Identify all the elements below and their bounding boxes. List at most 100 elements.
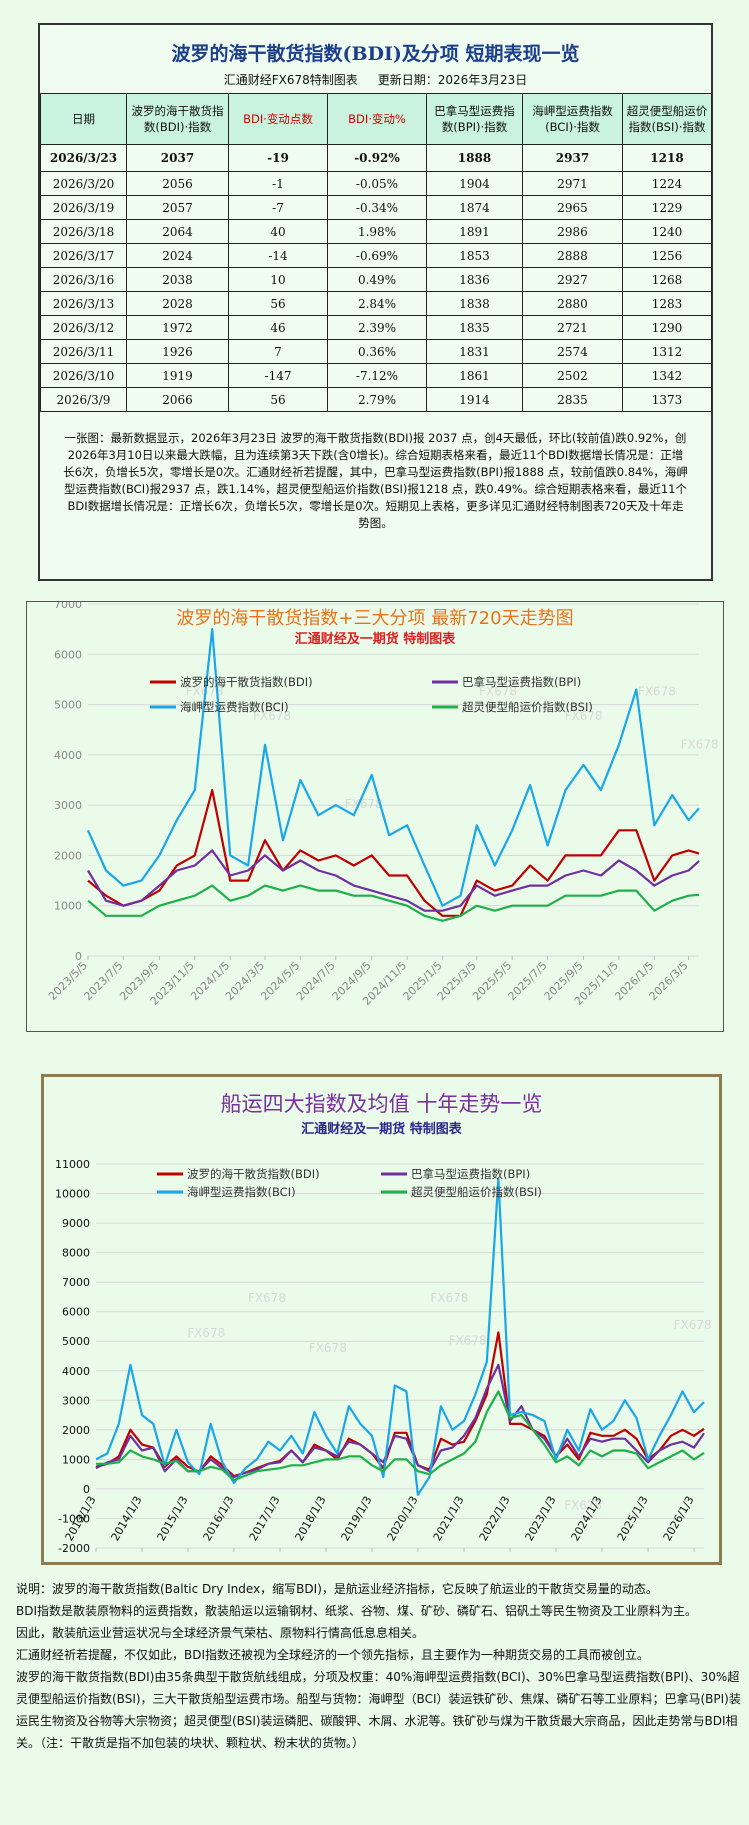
y-tick-label: 6000 bbox=[54, 648, 82, 661]
table-cell: 56 bbox=[228, 387, 328, 412]
table-cell: 1229 bbox=[622, 195, 712, 220]
table-cell: -1 bbox=[228, 171, 328, 196]
table-cell: 1914 bbox=[426, 387, 523, 412]
watermark: FX678 bbox=[430, 1291, 468, 1305]
summary-table-box: 波罗的海干散货指数(BDI)及分项 短期表现一览 汇通财经FX678特制图表 更新… bbox=[38, 23, 713, 581]
legend-label: 巴拿马型运费指数(BPI) bbox=[462, 675, 581, 689]
table-cell: 1926 bbox=[126, 339, 229, 364]
table-cell: 2937 bbox=[522, 144, 623, 172]
table-cell: 2064 bbox=[126, 219, 229, 244]
table-cell: 1256 bbox=[622, 243, 712, 268]
series-line bbox=[86, 628, 700, 907]
note-line: 因此，散装航运业营运状况与全球经济景气荣枯、原物料行情高低息息相关。 bbox=[16, 1626, 425, 1640]
table-cell: 1904 bbox=[426, 171, 523, 196]
y-tick-label: 0 bbox=[83, 1483, 90, 1496]
table-cell: -0.34% bbox=[327, 195, 427, 220]
table-cell: 1919 bbox=[126, 363, 229, 388]
watermark: FX678 bbox=[309, 1341, 347, 1355]
legend-label: 海岬型运费指数(BCI) bbox=[187, 1185, 296, 1199]
table-row: 2026/3/12 1972 46 2.39% 1835 2721 1290 bbox=[40, 315, 712, 340]
table-cell: 1224 bbox=[622, 171, 712, 196]
table-row: 2026/3/20 2056 -1 -0.05% 1904 2971 1224 bbox=[40, 171, 712, 196]
y-tick-label: 1000 bbox=[62, 1453, 90, 1466]
table-cell: 1290 bbox=[622, 315, 712, 340]
table-cell: 2835 bbox=[522, 387, 623, 412]
table-cell: 2026/3/12 bbox=[40, 315, 127, 340]
table-body: 2026/3/23 2037 -19 -0.92% 1888 2937 1218 2026/3… bbox=[40, 144, 712, 412]
table-cell: -19 bbox=[228, 144, 328, 172]
legend-label: 波罗的海干散货指数(BDI) bbox=[180, 675, 313, 689]
y-tick-label: 5000 bbox=[62, 1335, 90, 1348]
table-row: 2026/3/17 2024 -14 -0.69% 1853 2888 1256 bbox=[40, 243, 712, 268]
data-table: 日期 波罗的海干散货指数(BDI)·指数 BDI·变动点数 BDI·变动% 巴拿马型运费… bbox=[40, 93, 712, 412]
y-tick-label: -1000 bbox=[58, 1512, 90, 1525]
table-cell: 2026/3/19 bbox=[40, 195, 127, 220]
column-header: 超灵便型船运价指数(BSI)·指数 bbox=[622, 93, 712, 145]
table-cell: 1312 bbox=[622, 339, 712, 364]
table-cell: -0.92% bbox=[327, 144, 427, 172]
column-header: 波罗的海干散货指数(BDI)·指数 bbox=[126, 93, 229, 145]
table-cell: 2986 bbox=[522, 219, 623, 244]
chart-subtitle: 汇通财经及一期货 特制图表 bbox=[295, 631, 457, 647]
table-cell: 2026/3/10 bbox=[40, 363, 127, 388]
chart-title: 船运四大指数及均值 十年走势一览 bbox=[221, 1092, 543, 1116]
source: 汇通财经FX678特制图表 bbox=[223, 73, 358, 87]
table-cell: 2026/3/16 bbox=[40, 267, 127, 292]
table-cell: 2026/3/13 bbox=[40, 291, 127, 316]
watermark: FX678 bbox=[564, 1499, 602, 1513]
table-cell: 2880 bbox=[522, 291, 623, 316]
table-cell: 1373 bbox=[622, 387, 712, 412]
table-row: 2026/3/13 2028 56 2.84% 1838 2880 1283 bbox=[40, 291, 712, 316]
table-cell: 2024 bbox=[126, 243, 229, 268]
table-cell: -7 bbox=[228, 195, 328, 220]
summary-text: 一张图：最新数据显示，2026年3月23日 波罗的海干散货指数(BDI)报 20… bbox=[63, 431, 688, 530]
table-cell: 1874 bbox=[426, 195, 523, 220]
table-row: 2026/3/18 2064 40 1.98% 1891 2986 1240 bbox=[40, 219, 712, 244]
table-cell: 2057 bbox=[126, 195, 229, 220]
column-header: 巴拿马型运费指数(BPI)·指数 bbox=[426, 93, 523, 145]
table-title: 波罗的海干散货指数(BDI)及分项 短期表现一览 bbox=[171, 43, 580, 65]
table-cell: 1218 bbox=[622, 144, 712, 172]
table-cell: 40 bbox=[228, 219, 328, 244]
column-header: 海岬型运费指数(BCI)·指数 bbox=[522, 93, 623, 145]
table-cell: 2026/3/17 bbox=[40, 243, 127, 268]
y-tick-label: 11000 bbox=[55, 1158, 90, 1171]
y-tick-label: 10000 bbox=[55, 1188, 90, 1201]
series-line bbox=[87, 849, 700, 912]
watermark: FX678 bbox=[449, 1333, 487, 1347]
series-line bbox=[95, 1331, 705, 1478]
table-cell: 2026/3/20 bbox=[40, 171, 127, 196]
y-tick-label: 6000 bbox=[62, 1306, 90, 1319]
watermark: FX678 bbox=[479, 685, 517, 699]
table-cell: 1888 bbox=[426, 144, 523, 172]
table-cell: 1853 bbox=[426, 243, 523, 268]
y-tick-label: 4000 bbox=[62, 1365, 90, 1378]
chart-subtitle: 汇通财经及一期货 特制图表 bbox=[301, 1121, 463, 1137]
table-cell: 2502 bbox=[522, 363, 623, 388]
table-cell: 2026/3/9 bbox=[40, 387, 127, 412]
table-row: 2026/3/9 2066 56 2.79% 1914 2835 1373 bbox=[40, 387, 712, 412]
table-row: 2026/3/23 2037 -19 -0.92% 1888 2937 1218 bbox=[40, 144, 712, 172]
watermark: FX678 bbox=[253, 709, 291, 723]
note-line: BDI指数是散装原物料的运费指数，散装船运以运输钢材、纸浆、谷物、煤、矿砂、磷矿… bbox=[16, 1604, 698, 1618]
table-cell: 2026/3/23 bbox=[40, 144, 127, 172]
table-cell: 2026/3/11 bbox=[40, 339, 127, 364]
table-cell: 1972 bbox=[126, 315, 229, 340]
table-cell: 2.79% bbox=[327, 387, 427, 412]
table-cell: 46 bbox=[228, 315, 328, 340]
column-header: 日期 bbox=[40, 93, 127, 145]
column-header: BDI·变动% bbox=[327, 93, 427, 145]
table-cell: 0.49% bbox=[327, 267, 427, 292]
table-cell: 1268 bbox=[622, 267, 712, 292]
note-line: 汇通财经祈若提醒，不仅如此，BDI指数还被视为全球经济的一个领先指标，且主要作为… bbox=[16, 1648, 650, 1662]
table-cell: 2721 bbox=[522, 315, 623, 340]
table-cell: 2971 bbox=[522, 171, 623, 196]
table-cell: 0.36% bbox=[327, 339, 427, 364]
y-tick-label: 1000 bbox=[54, 900, 82, 913]
series-line bbox=[87, 884, 700, 922]
table-subtitle: 汇通财经FX678特制图表 更新日期：2026年3月23日 bbox=[40, 71, 711, 88]
y-tick-label: 4000 bbox=[54, 749, 82, 762]
